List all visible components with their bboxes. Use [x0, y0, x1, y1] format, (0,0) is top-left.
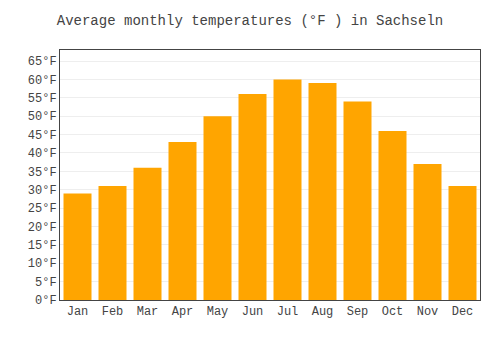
- svg-text:50°F: 50°F: [28, 110, 57, 124]
- svg-text:Aug: Aug: [312, 305, 334, 319]
- svg-text:25°F: 25°F: [28, 202, 57, 216]
- svg-text:10°F: 10°F: [28, 257, 57, 271]
- svg-text:5°F: 5°F: [35, 276, 57, 290]
- svg-text:0°F: 0°F: [35, 294, 57, 308]
- svg-text:30°F: 30°F: [28, 184, 57, 198]
- svg-text:Jul: Jul: [277, 305, 299, 319]
- svg-text:Jun: Jun: [242, 305, 264, 319]
- svg-text:May: May: [207, 305, 229, 319]
- svg-text:Dec: Dec: [452, 305, 474, 319]
- svg-text:20°F: 20°F: [28, 221, 57, 235]
- svg-text:Oct: Oct: [382, 305, 404, 319]
- svg-text:40°F: 40°F: [28, 147, 57, 161]
- svg-text:Apr: Apr: [172, 305, 194, 319]
- svg-text:Mar: Mar: [137, 305, 159, 319]
- svg-text:60°F: 60°F: [28, 74, 57, 88]
- svg-text:65°F: 65°F: [28, 55, 57, 69]
- svg-text:45°F: 45°F: [28, 129, 57, 143]
- svg-text:55°F: 55°F: [28, 92, 57, 106]
- svg-text:Jan: Jan: [67, 305, 89, 319]
- svg-text:Feb: Feb: [102, 305, 124, 319]
- svg-text:Average monthly temperatures (: Average monthly temperatures (°F ) in Sa…: [57, 13, 443, 29]
- svg-text:35°F: 35°F: [28, 166, 57, 180]
- svg-text:Nov: Nov: [417, 305, 439, 319]
- svg-text:15°F: 15°F: [28, 239, 57, 253]
- svg-text:Sep: Sep: [347, 305, 369, 319]
